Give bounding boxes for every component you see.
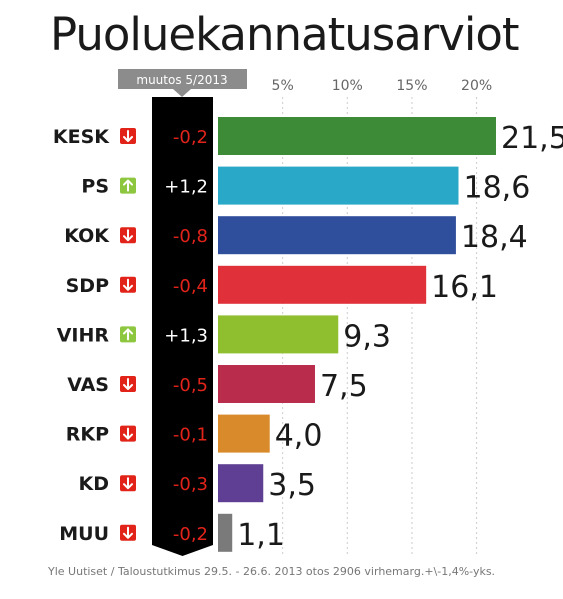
party-label: KESK xyxy=(53,126,110,148)
value-label: 18,6 xyxy=(463,171,530,206)
arrow-glyph xyxy=(123,229,133,242)
party-label: PS xyxy=(81,176,109,198)
change-value: +1,3 xyxy=(164,325,208,346)
value-label: 7,5 xyxy=(320,369,368,404)
x-tick-label: 20% xyxy=(461,78,492,94)
arrow-glyph xyxy=(123,179,133,192)
change-header-tab xyxy=(118,69,247,97)
arrow-glyph xyxy=(123,130,133,142)
change-value: -0,5 xyxy=(173,375,208,396)
arrow-glyph xyxy=(123,328,133,341)
value-label: 18,4 xyxy=(461,220,528,255)
party-label: SDP xyxy=(66,275,109,297)
value-label: 16,1 xyxy=(431,270,498,305)
chart-title: Puoluekannatusarviot xyxy=(50,8,520,61)
party-label: VIHR xyxy=(57,324,110,346)
arrow-glyph xyxy=(123,526,133,539)
value-label: 3,5 xyxy=(268,468,316,503)
bar xyxy=(218,166,459,205)
arrow-glyph xyxy=(123,278,133,291)
change-value: -0,4 xyxy=(173,276,208,297)
change-value: -0,2 xyxy=(173,127,208,148)
change-column xyxy=(152,97,213,556)
change-value: -0,3 xyxy=(173,474,208,495)
arrow-glyph xyxy=(123,477,133,490)
arrow-glyph xyxy=(123,378,133,390)
party-label: KD xyxy=(79,473,110,495)
arrow-glyph xyxy=(123,427,133,440)
party-label: KOK xyxy=(64,225,110,247)
party-label: MUU xyxy=(59,523,109,545)
x-tick-label: 15% xyxy=(396,78,427,94)
bar xyxy=(218,513,233,552)
bar xyxy=(218,464,264,503)
value-label: 9,3 xyxy=(343,319,391,354)
bar xyxy=(218,265,427,304)
change-value: -0,2 xyxy=(173,524,208,545)
change-header-label: muutos 5/2013 xyxy=(136,73,227,87)
change-value: -0,8 xyxy=(173,226,208,247)
party-label: RKP xyxy=(66,424,109,446)
x-tick-label: 10% xyxy=(332,78,363,94)
source-footnote: Yle Uutiset / Taloustutkimus 29.5. - 26.… xyxy=(48,565,496,578)
value-label: 21,5 xyxy=(501,121,563,156)
bar xyxy=(218,365,315,403)
bar xyxy=(218,117,496,155)
value-label: 4,0 xyxy=(275,419,323,454)
bar xyxy=(218,315,339,354)
change-value: +1,2 xyxy=(164,177,208,198)
value-label: 1,1 xyxy=(237,518,285,553)
bar xyxy=(218,216,456,255)
party-label: VAS xyxy=(67,374,109,396)
change-value: -0,1 xyxy=(173,425,208,446)
bar xyxy=(218,414,270,453)
x-tick-label: 5% xyxy=(272,78,294,94)
